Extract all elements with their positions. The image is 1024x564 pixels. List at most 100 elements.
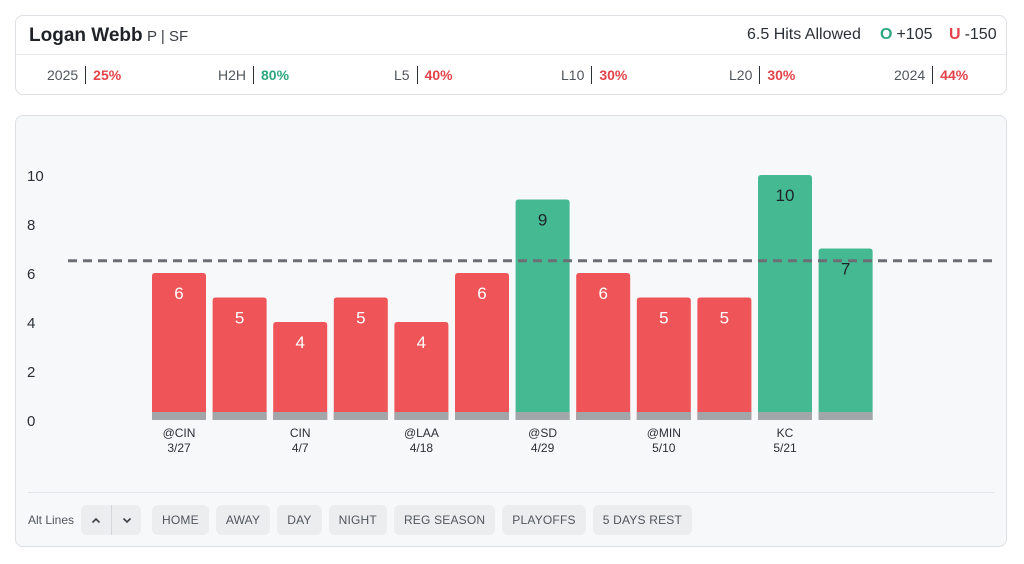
stat-divider — [932, 66, 934, 84]
bar-under[interactable] — [212, 297, 267, 421]
prop-line: 6.5 Hits Allowed — [747, 26, 861, 43]
filter-playoffs[interactable]: PLAYOFFS — [502, 505, 586, 535]
x-opponent-label: @LAA — [404, 426, 439, 440]
over-odds-value: +105 — [896, 26, 933, 43]
alt-lines-stepper — [81, 505, 142, 535]
chevron-down-icon — [122, 517, 131, 523]
player-position-team: P | SF — [147, 28, 189, 45]
filter-bar: Alt Lines HOME AWAY DAY NIGHT REG SEASON… — [28, 505, 699, 535]
bar-value-label: 5 — [235, 309, 244, 328]
stat-divider — [759, 66, 761, 84]
stat-l20: L20 30% — [729, 66, 795, 84]
y-tick-label: 8 — [27, 217, 35, 234]
stat-label: L5 — [394, 67, 410, 83]
bar-under[interactable] — [455, 273, 509, 420]
alt-line-down-button[interactable] — [111, 505, 141, 535]
x-opponent-label: @MIN — [647, 426, 681, 440]
bar-value-label: 5 — [720, 309, 729, 328]
stat-label: H2H — [218, 67, 247, 83]
bar-base — [333, 412, 388, 420]
bar-under[interactable] — [394, 322, 449, 420]
player-name: Logan Webb — [29, 25, 143, 46]
bar-base — [758, 412, 812, 420]
bar-base — [697, 412, 752, 420]
bar-base — [455, 412, 509, 420]
stat-2025: 2025 25% — [47, 66, 121, 84]
bar-under[interactable] — [636, 297, 691, 421]
bar-under[interactable] — [152, 273, 206, 420]
stat-divider — [85, 66, 87, 84]
bar-base — [818, 412, 873, 420]
bar-base — [515, 412, 570, 420]
stat-value: 40% — [424, 67, 453, 83]
stat-value: 80% — [261, 67, 290, 83]
stat-value: 30% — [767, 67, 796, 83]
chevron-up-icon — [91, 517, 101, 523]
bar-value-label: 9 — [538, 211, 547, 230]
bar-value-label: 6 — [477, 284, 486, 303]
bar-value-label: 5 — [659, 309, 668, 328]
x-date-label: 5/21 — [773, 441, 797, 455]
x-opponent-label: @SD — [528, 426, 557, 440]
stat-2024: 2024 44% — [894, 66, 968, 84]
x-date-label: 4/18 — [410, 441, 434, 455]
stat-label: 2025 — [47, 67, 79, 83]
filter-day[interactable]: DAY — [277, 505, 322, 535]
filter-5-days-rest[interactable]: 5 DAYS REST — [592, 505, 693, 535]
alt-lines-label: Alt Lines — [28, 513, 75, 527]
bar-under[interactable] — [273, 322, 328, 420]
bar-base — [576, 412, 631, 420]
y-tick-label: 4 — [27, 315, 35, 332]
bar-value-label: 7 — [841, 260, 850, 279]
x-date-label: 3/27 — [167, 441, 191, 455]
stat-label: 2024 — [894, 67, 926, 83]
bar-over[interactable] — [818, 248, 873, 421]
filter-away[interactable]: AWAY — [215, 505, 271, 535]
stat-l10: L10 30% — [561, 66, 627, 84]
stat-divider — [253, 66, 255, 84]
game-log-chart-card: 0 2 4 6 8 10 6 @CIN 3/27 5 4 CIN 4/7 5 4 @LAA 4/18 6 9 @SD 4… — [15, 115, 1007, 547]
x-opponent-label: CIN — [290, 426, 311, 440]
stat-value: 30% — [599, 67, 628, 83]
player-prop-header-card: Logan Webb P | SF 6.5 Hits Allowed O +105… — [15, 15, 1007, 95]
bar-under[interactable] — [697, 297, 752, 421]
filter-divider — [28, 492, 994, 493]
under-mark: U — [949, 26, 961, 43]
stat-l5: L5 40% — [394, 66, 453, 84]
bar-over[interactable] — [758, 175, 812, 420]
y-tick-label: 6 — [27, 266, 35, 283]
bar-over[interactable] — [515, 199, 570, 421]
stat-h2h: H2H 80% — [218, 66, 289, 84]
bar-under[interactable] — [576, 273, 631, 420]
bar-value-label: 6 — [598, 284, 607, 303]
stat-value: 44% — [940, 67, 969, 83]
bar-value-label: 4 — [295, 333, 304, 352]
stat-label: L20 — [729, 67, 753, 83]
over-odds[interactable]: O +105 — [880, 26, 933, 44]
bar-base — [636, 412, 691, 420]
under-odds-value: -150 — [964, 26, 997, 43]
bar-base — [212, 412, 267, 420]
bar-value-label: 4 — [417, 333, 426, 352]
stat-divider — [591, 66, 593, 84]
player-header-row: Logan Webb P | SF 6.5 Hits Allowed O +105… — [16, 16, 1006, 55]
x-date-label: 5/10 — [652, 441, 676, 455]
hit-rate-stats-row: 2025 25% H2H 80% L5 40% L10 30% L20 30% 2024 4… — [16, 56, 1006, 95]
bar-base — [273, 412, 328, 420]
x-date-label: 4/7 — [292, 441, 309, 455]
alt-line-up-button[interactable] — [81, 505, 111, 535]
bar-base — [394, 412, 449, 420]
x-opponent-label: @CIN — [163, 426, 196, 440]
bar-base — [152, 412, 206, 420]
filter-reg-season[interactable]: REG SEASON — [393, 505, 496, 535]
bar-value-label: 6 — [174, 284, 183, 303]
filter-night[interactable]: NIGHT — [328, 505, 387, 535]
x-opponent-label: KC — [777, 426, 794, 440]
under-odds[interactable]: U -150 — [949, 26, 997, 44]
bar-under[interactable] — [333, 297, 388, 421]
stat-divider — [416, 66, 418, 84]
over-mark: O — [880, 26, 893, 43]
x-date-label: 4/29 — [531, 441, 555, 455]
filter-home[interactable]: HOME — [152, 505, 209, 535]
